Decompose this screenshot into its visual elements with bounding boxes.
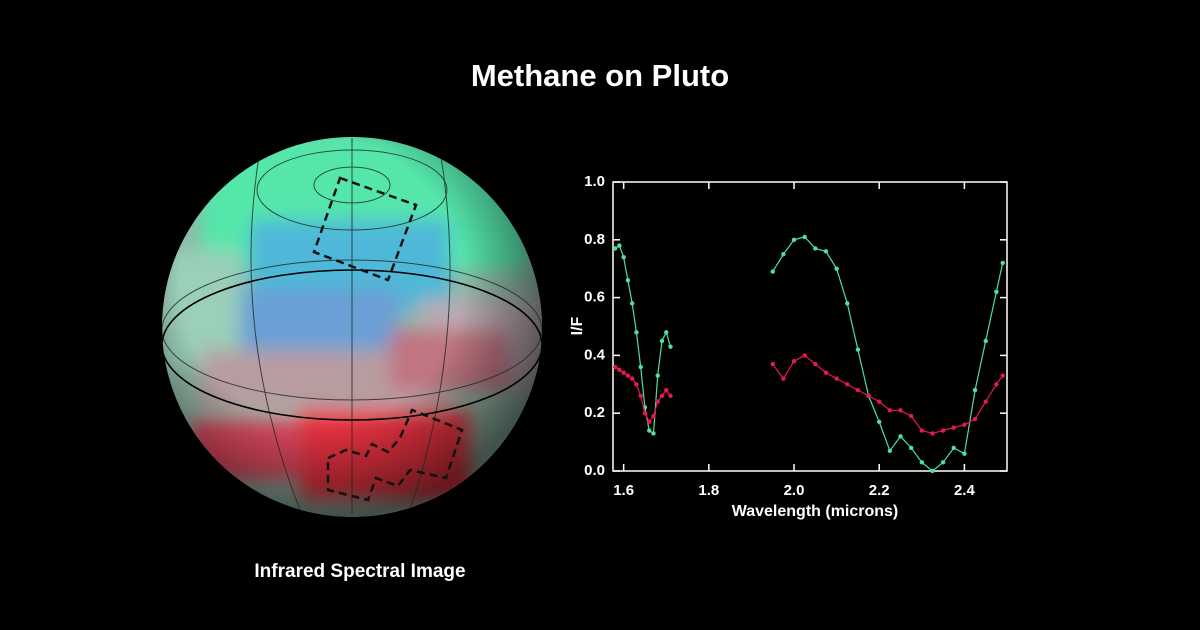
data-point <box>655 373 660 378</box>
data-point <box>823 370 829 375</box>
data-point <box>983 399 988 404</box>
data-point <box>972 416 978 422</box>
x-tick-label: 2.4 <box>954 482 976 499</box>
data-point <box>802 234 807 240</box>
data-point <box>908 413 914 419</box>
data-point <box>1000 373 1005 378</box>
data-point <box>651 413 656 419</box>
data-point <box>664 387 669 393</box>
data-point <box>866 393 871 399</box>
data-point <box>781 252 786 257</box>
data-point <box>845 301 850 306</box>
data-point <box>898 408 903 413</box>
data-point <box>962 422 967 427</box>
data-point <box>655 399 660 404</box>
data-point <box>994 289 999 295</box>
data-point <box>994 382 999 387</box>
y-tick-label: 0.2 <box>584 404 605 421</box>
data-point <box>972 387 978 393</box>
data-point <box>638 364 643 370</box>
data-point <box>642 411 648 416</box>
plot-frame <box>612 181 1008 472</box>
data-point <box>919 460 925 465</box>
data-point <box>951 425 956 430</box>
data-point <box>629 301 635 306</box>
caption: Infrared Spectral Image <box>254 561 465 582</box>
data-point <box>834 376 839 381</box>
data-point <box>823 249 829 254</box>
x-tick-label: 2.2 <box>869 482 890 499</box>
data-point <box>887 408 893 413</box>
data-point <box>634 330 639 335</box>
data-point <box>612 364 618 370</box>
data-point <box>834 266 839 271</box>
y-tick-label: 1.0 <box>584 173 605 190</box>
data-point <box>802 353 807 358</box>
series-line <box>614 236 1004 472</box>
data-point <box>634 382 639 387</box>
data-point <box>625 373 631 378</box>
data-point <box>930 468 935 474</box>
data-point <box>791 237 797 242</box>
data-point <box>629 376 635 381</box>
data-point <box>647 419 652 425</box>
page-title: Methane on Pluto <box>471 58 729 93</box>
data-point <box>930 431 935 436</box>
globe <box>162 137 542 517</box>
y-tick-label: 0.6 <box>584 289 605 306</box>
data-point <box>647 428 652 433</box>
data-point <box>791 358 797 364</box>
y-tick-label: 0.8 <box>584 231 605 248</box>
x-tick-label: 2.0 <box>784 482 805 499</box>
data-point <box>781 376 786 381</box>
y-tick-label: 0.0 <box>584 462 605 479</box>
data-point <box>621 254 626 260</box>
y-axis-label: I/F <box>569 316 586 335</box>
data-point <box>770 361 775 367</box>
data-point <box>919 428 925 433</box>
data-point <box>940 428 946 433</box>
data-point <box>951 445 956 451</box>
data-point <box>898 434 903 439</box>
data-point <box>612 246 618 251</box>
data-point <box>877 419 882 425</box>
x-tick-label: 1.6 <box>613 482 634 499</box>
data-point <box>668 393 673 399</box>
data-point <box>983 338 988 344</box>
y-tick-label: 0.4 <box>584 346 606 363</box>
data-point <box>940 460 946 465</box>
data-point <box>908 445 914 451</box>
x-tick-label: 1.8 <box>698 482 719 499</box>
series-line <box>614 354 1004 435</box>
data-point <box>813 246 818 251</box>
data-point <box>664 330 669 335</box>
data-point <box>651 431 656 436</box>
data-point <box>813 361 818 367</box>
data-point <box>845 382 850 387</box>
data-point <box>855 387 861 393</box>
data-point <box>659 393 665 399</box>
data-point <box>659 338 665 344</box>
data-point <box>770 269 775 274</box>
data-point <box>617 367 622 373</box>
data-point <box>638 393 643 399</box>
data-point <box>962 451 967 456</box>
data-point <box>625 278 631 283</box>
x-axis-label: Wavelength (microns) <box>732 503 899 520</box>
data-point <box>887 448 893 453</box>
data-point <box>877 399 882 404</box>
data-point <box>617 243 622 248</box>
data-point <box>855 347 861 352</box>
data-point <box>668 344 673 349</box>
data-point <box>621 370 626 375</box>
data-point <box>1000 260 1005 266</box>
